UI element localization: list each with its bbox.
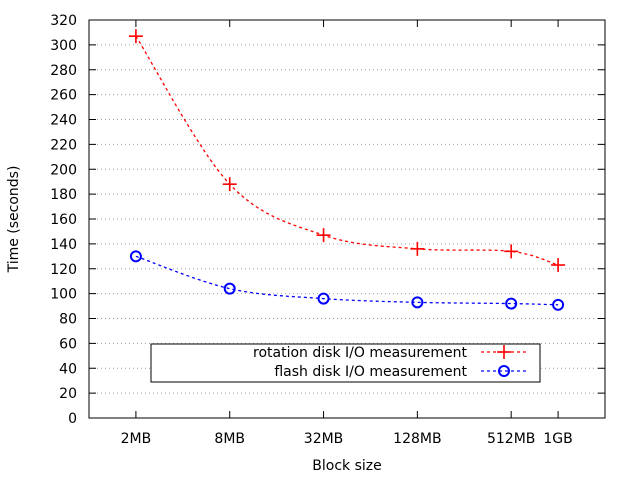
legend: rotation disk I/O measurement flash disk… xyxy=(150,343,541,383)
grid-lines xyxy=(89,44,605,394)
legend-box xyxy=(150,343,541,383)
y-tick-label: 0 xyxy=(68,411,77,427)
circle-marker xyxy=(129,250,142,263)
y-tick-label: 240 xyxy=(50,113,77,129)
x-tick-label: 8MB xyxy=(214,431,245,447)
legend-label-rotation: rotation disk I/O measurement xyxy=(253,345,467,361)
plus-marker xyxy=(551,258,566,273)
y-tick-label: 100 xyxy=(50,287,77,303)
y-tick-label: 120 xyxy=(50,262,77,278)
circle-marker xyxy=(552,298,565,311)
plus-marker xyxy=(410,241,425,256)
x-axis-label: Block size xyxy=(312,458,381,474)
series-line-1 xyxy=(135,255,559,306)
x-tick-label: 512MB xyxy=(487,431,535,447)
x-tick-label: 32MB xyxy=(304,431,344,447)
series-group xyxy=(128,29,566,311)
y-tick-label: 160 xyxy=(50,212,77,228)
y-tick-label: 260 xyxy=(50,88,77,104)
circle-marker xyxy=(317,292,330,305)
plus-marker xyxy=(504,244,519,259)
y-axis-label: Time (seconds) xyxy=(6,166,22,274)
y-tick-label: 220 xyxy=(50,137,77,153)
y-tick-label: 280 xyxy=(50,63,77,79)
y-tick-label: 40 xyxy=(59,361,77,377)
x-tick-label: 128MB xyxy=(393,431,441,447)
plus-marker xyxy=(316,228,331,243)
y-tick-label: 60 xyxy=(59,336,77,352)
y-tick-label: 300 xyxy=(50,38,77,54)
y-tick-label: 180 xyxy=(50,187,77,203)
circle-marker xyxy=(223,282,236,295)
axis-ticks: 0 20 40 60 80 100 120 140 160 180 200 220 240 260 280 3… xyxy=(50,13,605,447)
series-line-0 xyxy=(135,35,559,266)
x-tick-label: 2MB xyxy=(121,431,152,447)
circle-marker xyxy=(411,296,424,309)
plus-marker xyxy=(128,29,143,44)
legend-label-flash: flash disk I/O measurement xyxy=(274,364,467,380)
plus-marker xyxy=(497,345,511,359)
circle-marker xyxy=(505,297,518,310)
circle-marker xyxy=(498,365,510,377)
plus-marker xyxy=(222,177,237,192)
x-tick-label: 1GB xyxy=(543,431,572,447)
y-tick-label: 20 xyxy=(59,386,77,402)
y-tick-label: 200 xyxy=(50,162,77,178)
y-tick-label: 320 xyxy=(50,13,77,29)
y-tick-label: 80 xyxy=(59,312,77,328)
y-tick-label: 140 xyxy=(50,237,77,253)
